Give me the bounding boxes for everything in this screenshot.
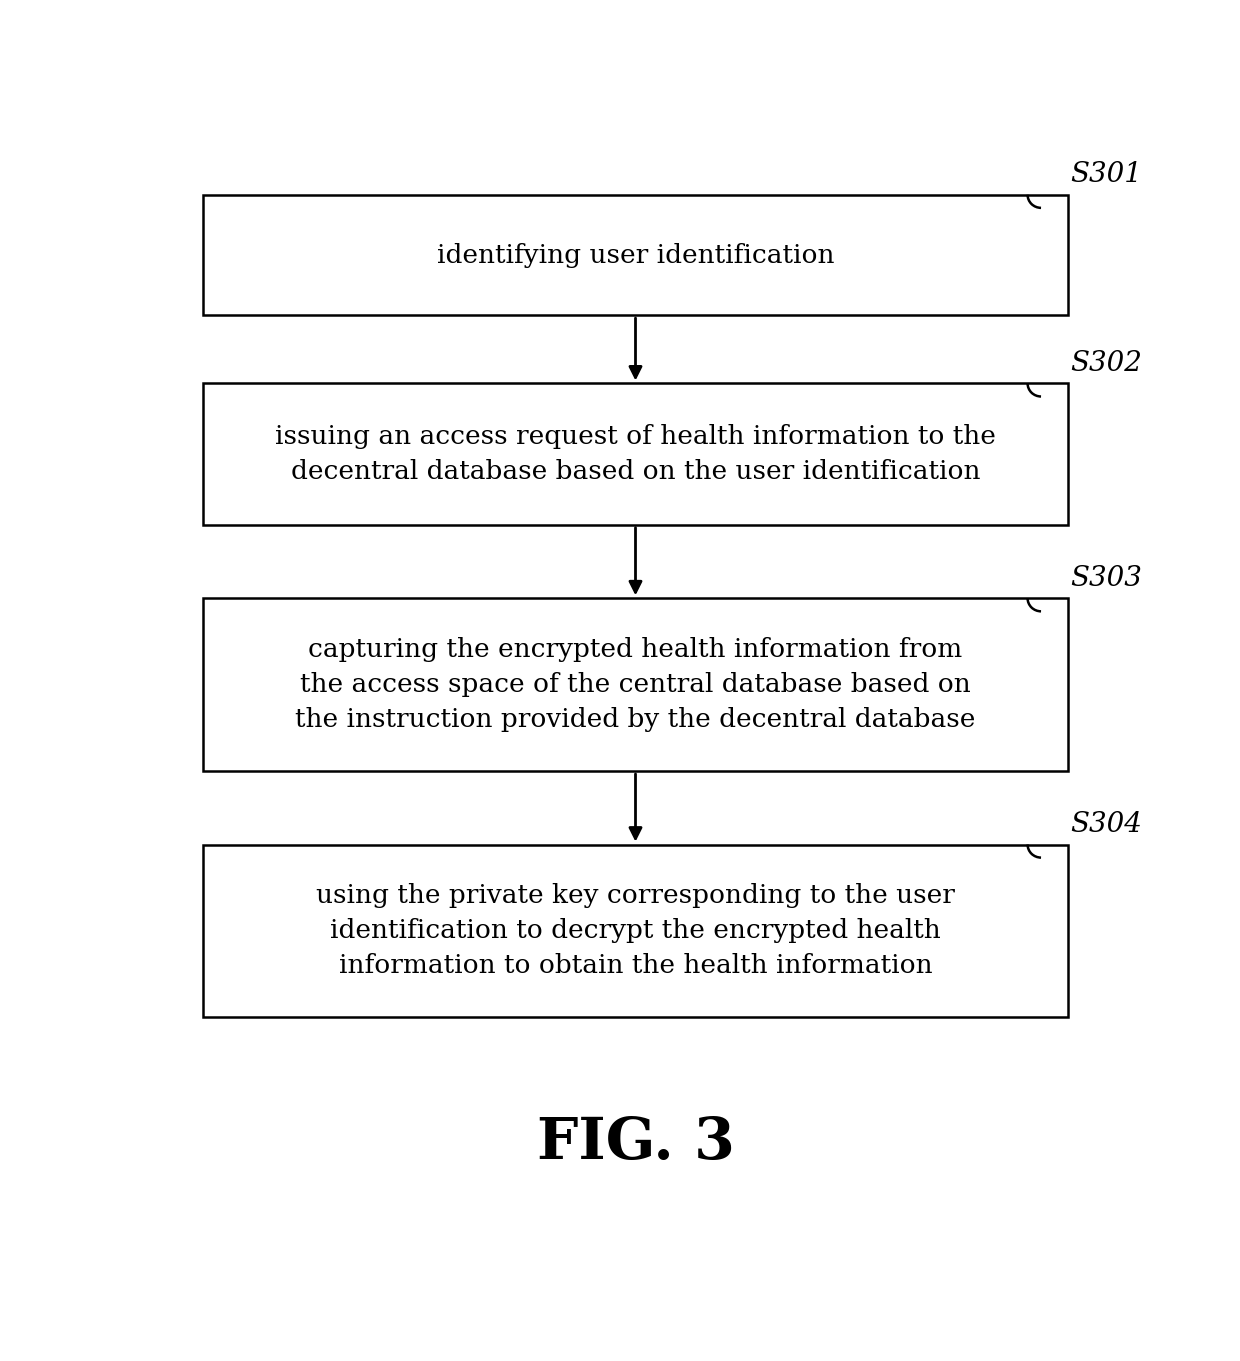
Bar — [203, 384, 1068, 525]
Text: FIG. 3: FIG. 3 — [537, 1115, 734, 1172]
Text: S304: S304 — [1070, 811, 1142, 838]
Bar — [203, 844, 1068, 1018]
Text: using the private key corresponding to the user
identification to decrypt the en: using the private key corresponding to t… — [316, 883, 955, 979]
Text: issuing an access request of health information to the
decentral database based : issuing an access request of health info… — [275, 425, 996, 485]
Text: S303: S303 — [1070, 565, 1142, 592]
Bar — [203, 599, 1068, 772]
Text: S301: S301 — [1070, 162, 1142, 188]
Text: S302: S302 — [1070, 350, 1142, 377]
Text: identifying user identification: identifying user identification — [436, 242, 835, 268]
Bar — [203, 195, 1068, 316]
Text: capturing the encrypted health information from
the access space of the central : capturing the encrypted health informati… — [295, 637, 976, 732]
